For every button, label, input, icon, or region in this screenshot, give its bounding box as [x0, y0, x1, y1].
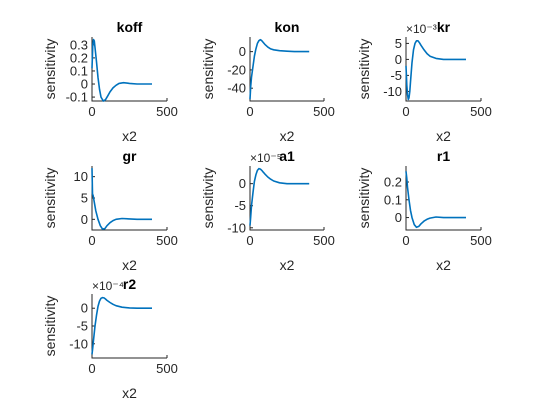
y-tick-label: 0.2: [70, 50, 88, 65]
y-tick-label: 0: [239, 44, 246, 59]
x-tick-label: 0: [402, 233, 409, 248]
y-tick-label: -40: [227, 81, 246, 96]
x-axis-label: x2: [280, 128, 295, 144]
x-tick-label: 500: [156, 233, 178, 248]
x-axis-label: x2: [436, 257, 451, 273]
y-tick-label: -10: [227, 220, 246, 235]
subplot-title: gr: [123, 148, 138, 164]
subplot-title: kon: [275, 19, 300, 35]
y-tick-label: 5: [395, 36, 402, 51]
x-axis-label: x2: [122, 257, 137, 273]
y-axis-label: sensitivity: [200, 168, 216, 229]
subplot-r2: 0 500 -10 -5 0 ×10⁻⁴ r2 x2 sensitivity: [42, 276, 178, 401]
subplot-a1: 0 500 -10 -5 0 ×10⁻⁵a1 x2 sensitivity: [200, 148, 335, 273]
axis-exponent: ×10⁻⁵: [250, 151, 282, 165]
x-tick-label: 0: [402, 104, 409, 119]
y-tick-label: -5: [76, 319, 88, 334]
y-tick-label: 0.1: [70, 63, 88, 78]
axis-exponent: ×10⁻⁴: [92, 279, 124, 293]
subplot-title: r2: [123, 276, 136, 292]
subplot-kon: 0 500 -40 -20 0 kon x2 sensitivity: [200, 19, 335, 144]
axes-lines: [249, 166, 324, 231]
y-tick-label: 5: [81, 191, 88, 206]
y-tick-label: 0: [81, 77, 88, 92]
axes-lines: [91, 166, 167, 231]
axes-lines: [405, 37, 481, 102]
x-axis-label: x2: [122, 385, 137, 401]
x-tick-label: 500: [156, 104, 178, 119]
subplot-title: a1: [279, 148, 295, 164]
x-tick-label: 0: [246, 233, 253, 248]
y-axis-label: sensitivity: [42, 296, 58, 357]
subplot-title: koff: [117, 19, 143, 35]
y-tick-label: 0: [395, 52, 402, 67]
x-tick-label: 0: [88, 233, 95, 248]
series-line: [249, 38, 310, 100]
y-tick-label: 0.3: [70, 37, 88, 52]
series-line: [91, 296, 152, 355]
y-tick-label: 10: [74, 169, 88, 184]
y-tick-label: 0.1: [384, 192, 402, 207]
y-tick-label: -10: [69, 336, 88, 351]
subplot-title: r1: [437, 148, 450, 164]
axes-lines: [249, 37, 324, 102]
x-tick-label: 0: [88, 104, 95, 119]
y-tick-label: 0.2: [384, 175, 402, 190]
y-axis-label: sensitivity: [356, 39, 372, 100]
series-line: [91, 38, 152, 102]
x-tick-label: 0: [246, 104, 253, 119]
axes-lines: [91, 294, 167, 359]
x-tick-label: 500: [156, 361, 178, 376]
y-tick-label: 0: [81, 301, 88, 316]
x-tick-label: 500: [313, 104, 335, 119]
x-tick-label: 500: [313, 233, 335, 248]
x-tick-label: 500: [470, 104, 492, 119]
y-tick-label: -5: [234, 198, 246, 213]
series-line: [91, 168, 152, 230]
x-axis-label: x2: [122, 128, 137, 144]
y-tick-label: -0.1: [66, 90, 88, 105]
subplot-gr: 0 500 0 5 10 gr x2 sensitivity: [42, 148, 178, 273]
series-line: [405, 171, 466, 229]
series-line: [249, 167, 310, 226]
x-tick-label: 500: [470, 233, 492, 248]
subplot-r1: 0 500 0 0.1 0.2 r1 x2 sensitivity: [356, 148, 492, 273]
y-tick-label: -20: [227, 62, 246, 77]
y-axis-label: sensitivity: [42, 39, 58, 100]
axes-lines: [91, 37, 167, 102]
y-tick-label: -5: [390, 68, 402, 83]
y-axis-label: sensitivity: [42, 168, 58, 229]
y-tick-label: 0: [81, 212, 88, 227]
subplot-title: kr: [437, 19, 451, 35]
y-axis-label: sensitivity: [356, 168, 372, 229]
x-axis-label: x2: [436, 128, 451, 144]
x-axis-label: x2: [280, 257, 295, 273]
y-tick-label: -10: [383, 84, 402, 99]
axis-exponent: ×10⁻³: [406, 22, 437, 36]
x-tick-label: 0: [88, 361, 95, 376]
series-line: [405, 40, 466, 101]
y-tick-label: 0: [239, 176, 246, 191]
y-tick-label: 0: [395, 210, 402, 225]
y-axis-label: sensitivity: [200, 39, 216, 100]
axes-lines: [405, 166, 481, 231]
